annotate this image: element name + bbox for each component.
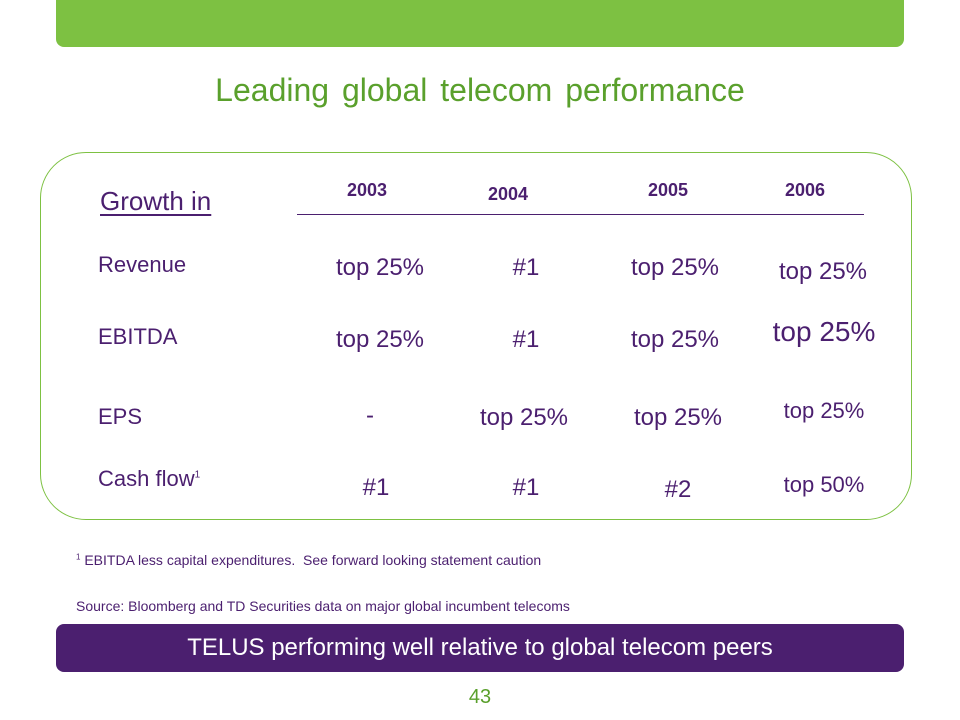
row-label-revenue: Revenue bbox=[98, 252, 187, 277]
source-note: Source: Bloomberg and TD Securities data… bbox=[76, 598, 570, 614]
cell-revenue-2006: top 25% bbox=[778, 258, 868, 285]
year-header-2003: 2003 bbox=[347, 180, 388, 200]
row-label-cash-flow-footnote-marker: 1 bbox=[194, 469, 201, 481]
page-number: 43 bbox=[468, 686, 492, 708]
cell-cash-flow-2004: #1 bbox=[512, 474, 540, 501]
cell-eps-2005: top 25% bbox=[633, 404, 723, 431]
year-header-2004: 2004 bbox=[488, 184, 529, 204]
row-label-eps: EPS bbox=[98, 404, 143, 429]
year-header-2005: 2005 bbox=[648, 180, 689, 200]
header-rule bbox=[297, 214, 864, 215]
slide-title: Leading global telecom performance bbox=[215, 72, 745, 108]
row-label-ebitda: EBITDA bbox=[98, 324, 178, 349]
summary-banner: TELUS performing well relative to global… bbox=[56, 624, 904, 672]
cell-cash-flow-2006: top 50% bbox=[783, 472, 865, 497]
cell-eps-2004: top 25% bbox=[479, 404, 569, 431]
cell-revenue-2003: top 25% bbox=[335, 254, 425, 281]
cell-cash-flow-2005: #2 bbox=[664, 476, 692, 503]
cell-ebitda-2004: #1 bbox=[512, 326, 540, 353]
cell-ebitda-2005: top 25% bbox=[630, 326, 720, 353]
row-label-cash-flow: Cash flow1 bbox=[98, 466, 200, 492]
cell-cash-flow-2003: #1 bbox=[362, 474, 390, 501]
performance-panel bbox=[40, 152, 912, 520]
cell-eps-2006: top 25% bbox=[783, 398, 865, 423]
year-header-2006: 2006 bbox=[785, 180, 826, 200]
cell-revenue-2005: top 25% bbox=[630, 254, 720, 281]
cell-ebitda-2006: top 25% bbox=[772, 316, 876, 347]
cell-ebitda-2003: top 25% bbox=[335, 326, 425, 353]
footnote-text: EBITDA less capital expenditures. See fo… bbox=[84, 552, 542, 568]
cell-eps-2003: - bbox=[366, 402, 374, 429]
footnote-marker: 1 bbox=[76, 552, 81, 562]
cell-revenue-2004: #1 bbox=[512, 254, 540, 281]
row-label-cash-flow-text: Cash flow bbox=[98, 466, 195, 491]
top-accent-bar bbox=[56, 0, 904, 47]
growth-in-header: Growth in bbox=[100, 186, 212, 216]
footnote: 1 EBITDA less capital expenditures. See … bbox=[76, 552, 541, 568]
